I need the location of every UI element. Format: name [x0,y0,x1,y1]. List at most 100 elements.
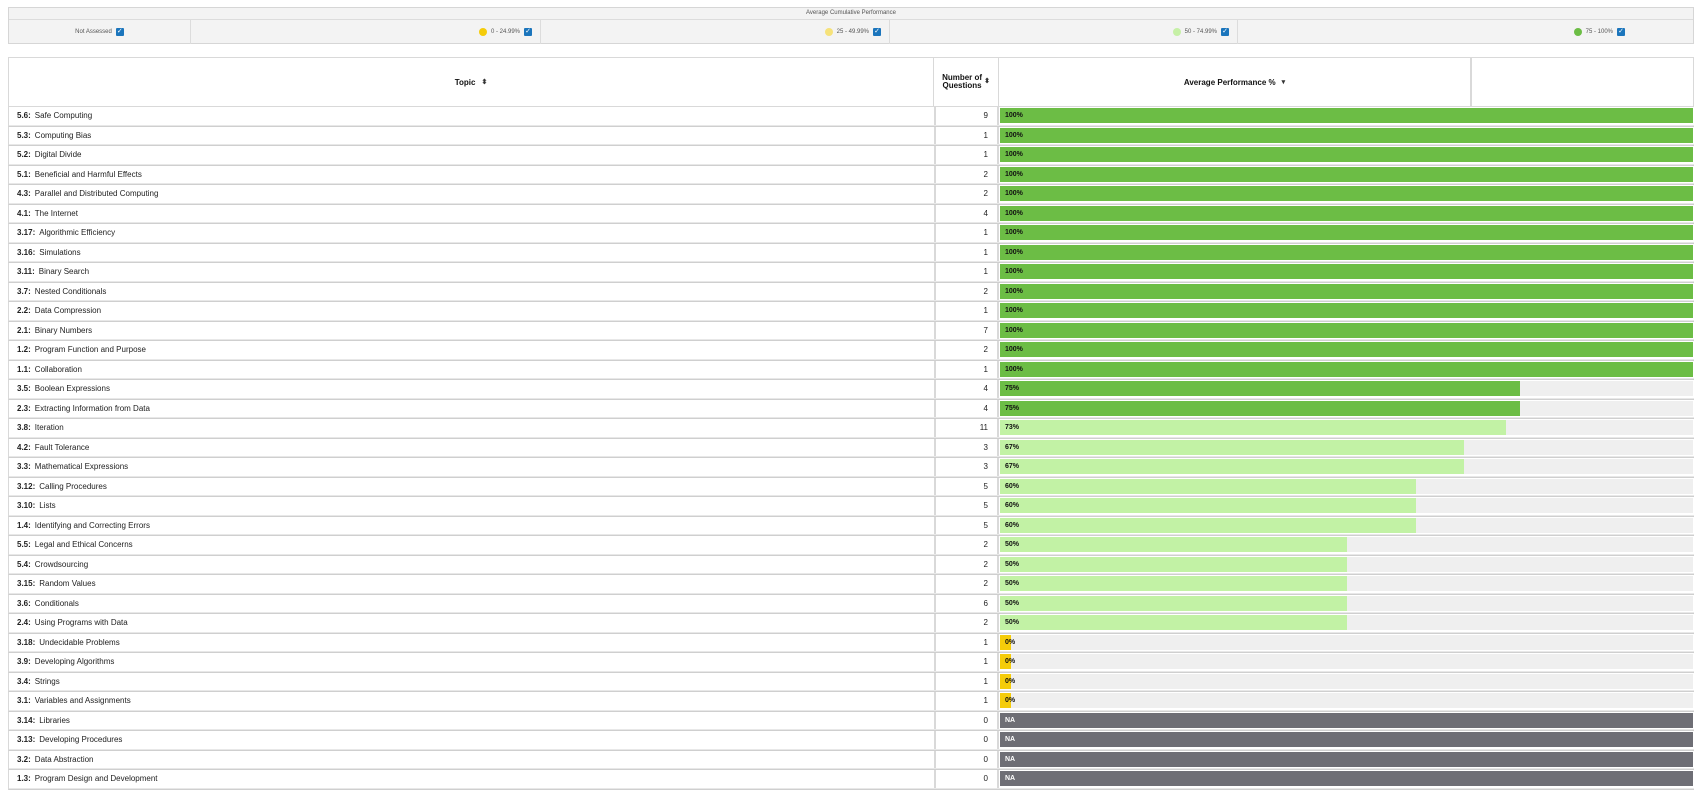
table-row[interactable]: 2.3: Extracting Information from Data 4 75% [8,399,1694,419]
table-row[interactable]: 5.5: Legal and Ethical Concerns 2 50% [8,536,1694,556]
table-row[interactable]: 3.4: Strings 1 0% [8,672,1694,692]
question-count: 0 [983,754,988,764]
table-row[interactable]: 1.2: Program Function and Purpose 2 100% [8,341,1694,361]
performance-bar-fill [1000,420,1506,435]
performance-bar-fill [1000,108,1693,123]
performance-label: 50% [1005,541,1020,548]
topic-code: 1.4: [17,520,31,530]
table-row[interactable]: 5.1: Beneficial and Harmful Effects 2 100% [8,165,1694,185]
table-row[interactable]: 3.10: Lists 5 60% [8,497,1694,517]
performance-bar-track: 100% [1000,186,1693,201]
table-row[interactable]: 3.2: Data Abstraction 0 NA [8,750,1694,770]
table-row[interactable]: 3.9: Developing Algorithms 1 0% [8,653,1694,673]
topic-column-header[interactable]: Topic ⬍ [9,58,934,106]
checkbox-icon[interactable]: ✓ [1221,28,1229,36]
performance-legend: Average Cumulative Performance Not Asses… [8,7,1694,44]
column-divider [934,594,936,613]
performance-bar-track: 0% [1000,634,1693,650]
question-count: 1 [983,364,988,374]
sort-desc-icon[interactable]: ▾ [1281,79,1286,86]
yellow-dot-icon [478,28,487,36]
table-row[interactable]: 3.14: Libraries 0 NA [8,711,1694,731]
question-count: 1 [983,637,988,647]
table-row[interactable]: 3.16: Simulations 1 100% [8,243,1694,263]
table-row[interactable]: 4.3: Parallel and Distributed Computing 2 1… [8,185,1694,205]
table-row[interactable]: 2.4: Using Programs with Data 2 50% [8,614,1694,634]
legend-item-0-24[interactable]: 0 - 24.99% ✓ [478,28,532,36]
table-row[interactable]: 3.1: Variables and Assignments 1 0% [8,692,1694,712]
topic-code: 5.4: [17,559,31,569]
table-row[interactable]: 3.13: Developing Procedures 0 NA [8,731,1694,751]
column-divider [934,731,936,749]
table-row[interactable]: 3.3: Mathematical Expressions 3 67% [8,458,1694,478]
table-row[interactable]: 4.2: Fault Tolerance 3 67% [8,438,1694,458]
topic-name: Binary Numbers [34,325,93,335]
topic-code: 1.2: [17,345,31,354]
table-row[interactable]: 3.8: Iteration 11 73% [8,419,1694,439]
legend-item-75-100[interactable]: 75 - 100% ✓ [1573,28,1625,36]
table-row[interactable]: 3.11: Binary Search 1 100% [8,263,1694,283]
topic-cell: 1.1: Collaboration [17,361,82,379]
table-row[interactable]: 3.15: Random Values 2 50% [8,575,1694,595]
column-divider [934,555,936,574]
column-divider [934,399,936,418]
table-row[interactable]: 3.7: Nested Conditionals 2 100% [8,282,1694,302]
legend-item-25-49[interactable]: 25 - 49.99% ✓ [824,28,881,36]
legend-item-not-assessed[interactable]: Not Assessed ✓ [75,28,124,36]
performance-bar-track: NA [1000,751,1693,767]
column-divider [997,497,999,515]
checkbox-icon[interactable]: ✓ [1617,28,1625,36]
column-divider [997,692,999,710]
performance-bar-track: 100% [1000,127,1693,143]
performance-label: 50% [1005,599,1020,607]
table-row[interactable]: 2.2: Data Compression 1 100% [8,302,1694,322]
table-row[interactable]: 3.18: Undecidable Problems 1 0% [8,633,1694,653]
performance-bar-fill [1000,303,1693,318]
topic-code: 3.8: [17,423,31,432]
table-row[interactable]: 2.1: Binary Numbers 7 100% [8,321,1694,341]
checkbox-icon[interactable]: ✓ [524,28,532,36]
question-count: 1 [983,657,988,666]
table-row[interactable]: 3.6: Conditionals 6 50% [8,594,1694,614]
sort-icon[interactable]: ⬍ [984,78,990,85]
table-row[interactable]: 5.4: Crowdsourcing 2 50% [8,555,1694,575]
sort-icon[interactable]: ⬍ [481,79,488,86]
topic-name: Extracting Information from Data [34,403,150,413]
legend-item-50-74[interactable]: 50 - 74.99% ✓ [1172,28,1229,36]
performance-bar-track: 100% [1000,322,1693,338]
table-row[interactable]: 1.1: Collaboration 1 100% [8,360,1694,380]
topic-code: 1.3: [17,774,31,783]
table-row[interactable]: 5.3: Computing Bias 1 100% [8,126,1694,146]
table-row[interactable]: 5.6: Safe Computing 9 100% [8,107,1694,127]
checkbox-icon[interactable]: ✓ [115,28,124,36]
table-row[interactable]: 4.1: The Internet 4 100% [8,204,1694,224]
performance-label: 0% [1005,697,1016,704]
performance-bar-fill [1000,322,1693,338]
performance-bar-track: 50% [1000,615,1693,630]
performance-bar-track: 60% [1000,478,1693,494]
performance-label: NA [1005,716,1016,724]
legend-title: Average Cumulative Performance [9,8,1693,20]
topic-name: Fault Tolerance [34,442,90,452]
legend-cell-75-100: 75 - 100% ✓ [1238,20,1693,44]
topic-name: Lists [39,501,56,510]
performance-column-header[interactable]: Average Performance % ▾ [999,58,1471,106]
table-row[interactable]: 1.3: Program Design and Development 0 NA [8,770,1694,790]
question-count: 5 [983,481,988,491]
column-divider [934,477,936,496]
questions-column-header[interactable]: Number of Questions ⬍ [934,58,999,106]
table-row[interactable]: 3.17: Algorithmic Efficiency 1 100% [8,224,1694,244]
column-divider [934,692,936,710]
performance-label: 50% [1005,619,1020,626]
table-row[interactable]: 3.12: Calling Procedures 5 60% [8,477,1694,497]
table-row[interactable]: 5.2: Digital Divide 1 100% [8,146,1694,166]
performance-label: 50% [1005,560,1020,568]
performance-label: 100% [1005,248,1023,256]
topic-cell: 3.7: Nested Conditionals [17,283,106,301]
checkbox-icon[interactable]: ✓ [873,28,881,36]
column-divider [934,497,936,515]
table-row[interactable]: 1.4: Identifying and Correcting Errors 5 60… [8,516,1694,536]
performance-bar-fill [1000,556,1347,572]
table-row[interactable]: 3.5: Boolean Expressions 4 75% [8,380,1694,400]
question-count: 1 [983,267,988,276]
